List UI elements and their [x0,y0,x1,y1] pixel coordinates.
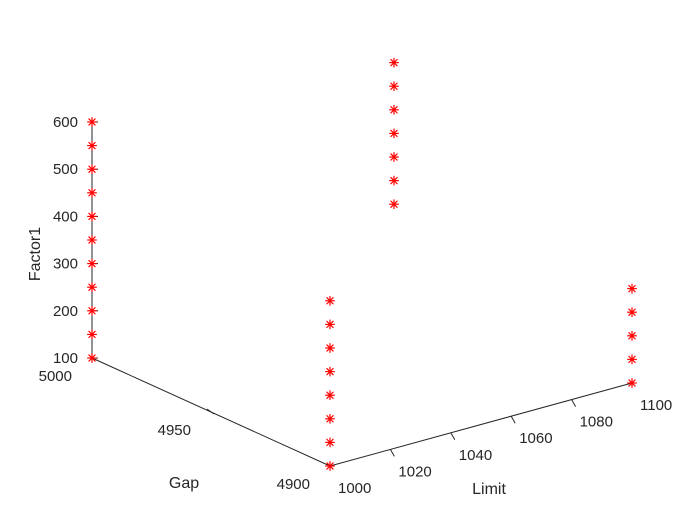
limit-axis-ticks: 1000 1020 1040 1060 1080 1100 [338,397,672,497]
data-point [627,331,637,341]
data-point [627,378,637,388]
gap-tick-label: 4950 [158,422,191,439]
data-point [389,104,399,115]
data-point [325,366,335,377]
gap-tick-mark [206,408,215,415]
z-tick-label: 200 [53,303,78,320]
data-point [389,175,399,186]
data-point [87,188,97,198]
z-tick-label: 100 [53,350,78,367]
data-point [627,354,637,365]
limit-tick-mark [450,432,456,441]
data-point [87,306,97,316]
data-point [325,414,335,424]
data-point [389,128,399,139]
limit-tick-label: 1080 [580,414,613,431]
limit-tick-mark [389,449,395,457]
data-point [325,461,335,471]
z-tick-label: 300 [53,256,78,273]
data-point [389,152,399,162]
data-point [389,199,399,209]
limit-axis-line [329,382,633,467]
z-tick-label: 500 [53,161,78,178]
limit-tick-mark [571,399,577,407]
data-point [389,57,399,68]
limit-tick-label: 1020 [398,463,431,480]
data-point [627,307,637,317]
data-point [87,211,97,222]
data-point [87,329,97,340]
gap-tick-label: 4900 [277,476,310,493]
data-point [87,282,97,292]
data-point [325,343,335,353]
data-markers [87,57,637,471]
data-point [325,296,335,306]
data-point [389,81,399,92]
z-axis-ticks: 100 200 300 400 500 600 [53,114,98,367]
limit-tick-label: 1100 [640,397,672,414]
limit-tick-label: 1060 [519,430,552,447]
z-axis-label: Factor1 [27,227,44,281]
gap-axis-label: Gap [169,475,199,492]
data-point [87,164,97,174]
data-point [87,117,97,127]
limit-axis-label: Limit [472,481,506,498]
z-tick-label: 600 [53,114,78,131]
data-point [87,235,97,245]
z-tick-label: 400 [53,208,78,225]
limit-tick-label: 1000 [338,480,371,497]
limit-tick-label: 1040 [459,447,492,464]
data-point [87,140,97,151]
data-point [87,353,97,363]
data-point [87,258,97,269]
data-point [325,390,335,400]
data-point [325,319,335,330]
data-point [325,437,335,448]
data-point [627,283,637,294]
limit-tick-mark [510,415,516,424]
gap-axis-ticks: 4900 4950 5000 [39,368,310,493]
gap-tick-label: 5000 [39,368,72,385]
